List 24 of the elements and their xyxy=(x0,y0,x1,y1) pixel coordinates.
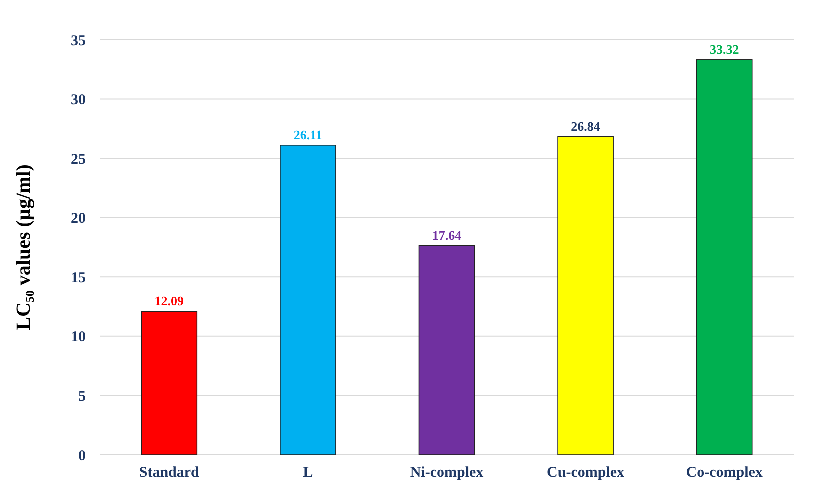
bar xyxy=(418,245,476,456)
x-tick-label: Cu-complex xyxy=(547,465,626,481)
y-tick-label: 15 xyxy=(71,270,86,286)
data-label: 17.64 xyxy=(432,228,462,243)
x-tick-label: Co-complex xyxy=(686,465,764,481)
x-tick-label: Ni-complex xyxy=(410,465,484,481)
y-tick-label: 5 xyxy=(78,388,86,405)
bar xyxy=(141,311,198,456)
y-tick-label: 10 xyxy=(71,330,86,346)
bar xyxy=(280,145,336,456)
bar xyxy=(558,136,614,456)
y-tick-label: 20 xyxy=(71,211,86,228)
x-tick-label: L xyxy=(303,465,314,481)
data-label: 26.11 xyxy=(294,127,322,142)
data-label: 26.84 xyxy=(571,118,601,134)
x-tick-label: Standard xyxy=(139,465,200,481)
bar xyxy=(696,60,753,456)
y-tick-label: 30 xyxy=(71,92,86,109)
y-tick-label: 0 xyxy=(78,448,86,464)
y-tick-label: 35 xyxy=(71,33,86,50)
data-label: 33.32 xyxy=(710,42,740,57)
y-tick-label: 25 xyxy=(71,152,86,168)
data-label: 12.09 xyxy=(154,294,185,309)
y-axis-title: LC₅₀ values (µg/ml) xyxy=(13,164,35,330)
